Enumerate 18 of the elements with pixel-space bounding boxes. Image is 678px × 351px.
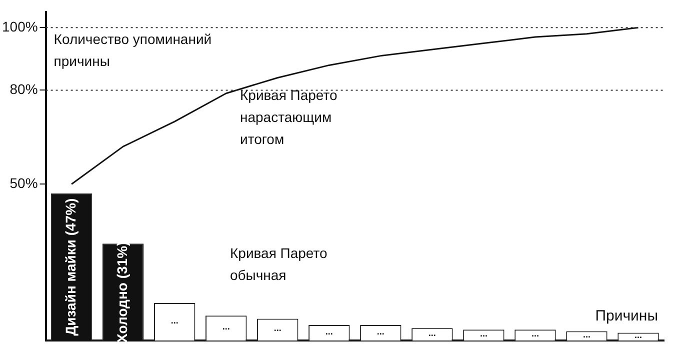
x-tick-label: ... (325, 326, 333, 336)
x-tick-label: ... (531, 328, 539, 339)
x-axis-title: Причины (595, 308, 658, 325)
y-tick-label: 50% (10, 174, 38, 191)
x-tick-label: ... (428, 328, 436, 338)
x-tick-label: ... (376, 326, 384, 336)
x-tick-label: ... (170, 315, 178, 326)
x-tick-label: Дизайн майки (47%) (62, 198, 78, 336)
x-tick-label: ... (634, 330, 642, 340)
x-tick-label: ... (480, 328, 488, 339)
x-tick-label: ... (222, 322, 230, 332)
y-tick-label: 80% (10, 81, 38, 98)
annotation: Кривая Парето нарастающим итогом (240, 87, 338, 147)
y-tick-label: 100% (2, 18, 38, 35)
annotation: Кривая Парето обычная (230, 245, 328, 283)
x-tick-label: ... (582, 329, 590, 340)
y-axis-title: Количество упоминаний причины (54, 31, 212, 69)
x-tick-label: ... (274, 323, 282, 334)
